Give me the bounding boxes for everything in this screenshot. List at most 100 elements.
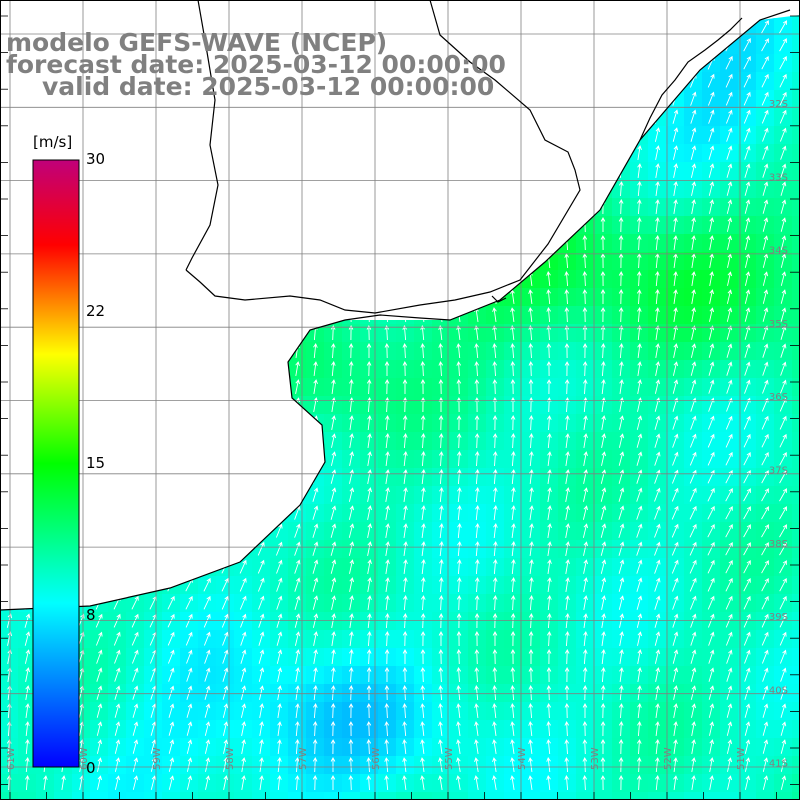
wind-arrow — [546, 325, 552, 341]
wind-arrow — [222, 649, 229, 664]
wind-arrow — [744, 163, 751, 178]
wind-arrow — [762, 703, 769, 718]
wind-arrow — [673, 721, 678, 736]
wind-arrow — [421, 523, 426, 538]
wind-arrow — [223, 757, 229, 772]
wind-arrow — [492, 739, 497, 754]
wind-arrow — [636, 523, 643, 538]
wind-arrow — [167, 649, 175, 664]
wind-arrow — [600, 217, 606, 232]
wind-arrow — [221, 613, 229, 628]
wind-arrow — [438, 613, 444, 629]
wind-arrow — [708, 145, 715, 160]
wind-arrow — [654, 541, 661, 556]
wind-arrow — [528, 325, 533, 341]
wind-arrow — [528, 739, 533, 754]
wind-arrow — [779, 379, 787, 394]
wind-arrow — [474, 595, 480, 611]
wind-arrow — [744, 325, 751, 340]
wind-arrow — [780, 703, 787, 718]
wind-arrow — [707, 559, 715, 574]
wind-arrow — [474, 685, 479, 701]
wind-arrow — [671, 559, 679, 574]
wind-arrow — [761, 649, 769, 664]
wind-arrow — [24, 631, 31, 646]
wind-arrow — [456, 667, 462, 683]
wind-arrow — [618, 775, 624, 791]
wind-arrow — [258, 631, 265, 646]
wind-arrow — [546, 721, 551, 737]
wind-arrow — [456, 361, 462, 377]
wind-cell — [792, 216, 800, 235]
wind-arrow — [204, 703, 211, 718]
wind-arrow — [601, 361, 606, 377]
wind-arrow — [618, 541, 625, 556]
wind-arrow — [131, 595, 139, 610]
wind-arrow — [384, 739, 389, 755]
wind-arrow — [420, 433, 426, 449]
wind-cell — [792, 360, 800, 379]
wind-arrow — [690, 127, 697, 142]
wind-arrow — [529, 523, 534, 538]
wind-arrow — [691, 199, 696, 214]
wind-arrow — [366, 757, 372, 773]
wind-arrow — [205, 757, 211, 772]
wind-arrow — [492, 343, 497, 359]
wind-arrow — [276, 595, 283, 610]
wind-arrow — [780, 181, 787, 196]
wind-arrow — [403, 559, 408, 574]
wind-arrow — [582, 685, 588, 701]
wind-arrow — [402, 757, 407, 772]
wind-arrow — [654, 523, 661, 538]
wind-arrow — [258, 595, 265, 610]
latitude-labels: 32S 33S 34S 35S 36S 37S 38S 39S 40S 41S — [769, 99, 788, 770]
wind-arrow — [743, 109, 751, 124]
wind-arrow — [385, 415, 390, 431]
wind-arrow — [761, 524, 769, 538]
wind-arrow — [707, 415, 715, 430]
wind-arrow — [312, 505, 319, 520]
wind-arrow — [528, 721, 533, 737]
wind-arrow — [583, 415, 588, 430]
wind-cell — [414, 792, 433, 800]
wind-arrow — [600, 289, 606, 304]
wind-arrow — [456, 703, 461, 718]
wind-arrow — [637, 379, 642, 394]
wind-arrow — [349, 649, 354, 665]
wind-cell — [0, 792, 19, 800]
wind-arrow — [403, 469, 408, 484]
wind-cell — [792, 774, 800, 793]
wind-arrow — [475, 469, 480, 485]
wind-arrow — [601, 451, 607, 466]
wind-arrow — [312, 721, 318, 737]
wind-arrow — [150, 757, 157, 772]
wind-arrow — [330, 451, 337, 466]
wind-arrow — [779, 451, 787, 466]
lat-label: 36S — [769, 392, 788, 403]
wind-arrow — [691, 703, 697, 718]
wind-arrow — [655, 343, 660, 358]
wind-arrow — [744, 667, 751, 682]
wind-arrow — [330, 757, 336, 772]
wind-arrow — [510, 343, 515, 359]
wind-arrow — [475, 487, 480, 503]
wind-arrow — [708, 649, 715, 664]
wind-arrow — [582, 775, 588, 791]
wind-arrow — [43, 775, 48, 790]
wind-arrow — [95, 613, 103, 628]
wind-arrow — [312, 487, 319, 502]
wind-cell — [252, 792, 271, 800]
wind-arrow — [637, 325, 642, 341]
wind-arrow — [583, 649, 588, 665]
wind-arrow — [384, 379, 390, 395]
wind-arrow — [726, 163, 733, 178]
wind-arrow — [564, 289, 570, 305]
wind-arrow — [95, 631, 103, 646]
wind-arrow — [654, 451, 661, 466]
wind-arrow — [420, 343, 425, 359]
wind-arrow — [529, 577, 534, 593]
wind-arrow — [385, 613, 390, 629]
wind-arrow — [583, 577, 588, 592]
wind-arrow — [186, 649, 193, 664]
wind-arrow — [689, 505, 697, 520]
